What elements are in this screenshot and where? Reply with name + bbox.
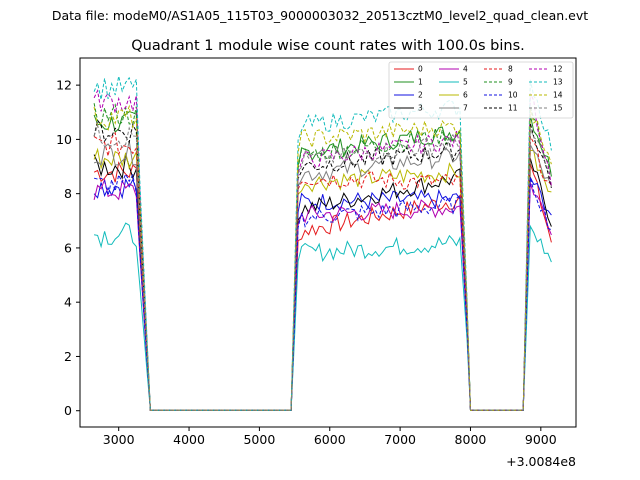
legend-label-7: 7 (463, 104, 468, 113)
x-tick-label: 9000 (525, 432, 557, 447)
legend-label-2: 2 (418, 91, 423, 100)
y-tick-label: 8 (64, 186, 72, 201)
series-line-6 (93, 147, 552, 411)
series-line-2 (93, 177, 552, 411)
series-line-7 (93, 140, 552, 411)
legend-label-13: 13 (553, 78, 563, 87)
legend-label-8: 8 (508, 65, 513, 74)
legend-label-0: 0 (418, 65, 423, 74)
chart-title: Quadrant 1 module wise count rates with … (131, 38, 525, 54)
legend-label-14: 14 (553, 91, 563, 100)
legend-label-6: 6 (463, 91, 468, 100)
chart-suptitle: Data file: modeM0/AS1A05_115T03_90000030… (52, 8, 588, 23)
x-tick-label: 8000 (455, 432, 487, 447)
series-line-8 (93, 131, 552, 411)
series-line-13 (93, 76, 552, 411)
plot-area (93, 76, 552, 411)
x-tick-label: 6000 (314, 432, 346, 447)
series-line-9 (93, 103, 552, 411)
x-tick-label: 5000 (243, 432, 275, 447)
series-line-10 (93, 172, 552, 411)
y-tick-label: 2 (64, 349, 72, 364)
legend-box (388, 61, 574, 119)
x-offset-label: +3.0084e8 (506, 454, 576, 469)
series-line-3 (93, 154, 552, 411)
legend-label-1: 1 (418, 78, 423, 87)
legend-label-3: 3 (418, 104, 423, 113)
x-tick-label: 7000 (384, 432, 416, 447)
series-line-0 (93, 161, 552, 411)
legend-label-11: 11 (508, 104, 518, 113)
y-tick-label: 4 (64, 295, 72, 310)
y-tick-label: 0 (64, 403, 72, 418)
axes-frame (79, 57, 577, 428)
y-tick-label: 12 (56, 78, 72, 93)
legend-label-15: 15 (553, 104, 563, 113)
legend-label-12: 12 (553, 65, 563, 74)
x-tick-label: 3000 (103, 432, 135, 447)
legend-label-9: 9 (508, 78, 513, 87)
series-line-11 (93, 119, 552, 411)
legend-label-10: 10 (508, 91, 518, 100)
series-line-14 (93, 104, 552, 411)
series-line-12 (93, 89, 552, 411)
series-line-4 (93, 177, 552, 411)
legend-label-5: 5 (463, 78, 468, 87)
y-tick-label: 10 (56, 132, 72, 147)
series-line-15 (93, 123, 552, 411)
legend-label-4: 4 (463, 65, 468, 74)
series-line-5 (94, 222, 552, 411)
y-tick-label: 6 (64, 240, 72, 255)
x-tick-label: 4000 (173, 432, 205, 447)
